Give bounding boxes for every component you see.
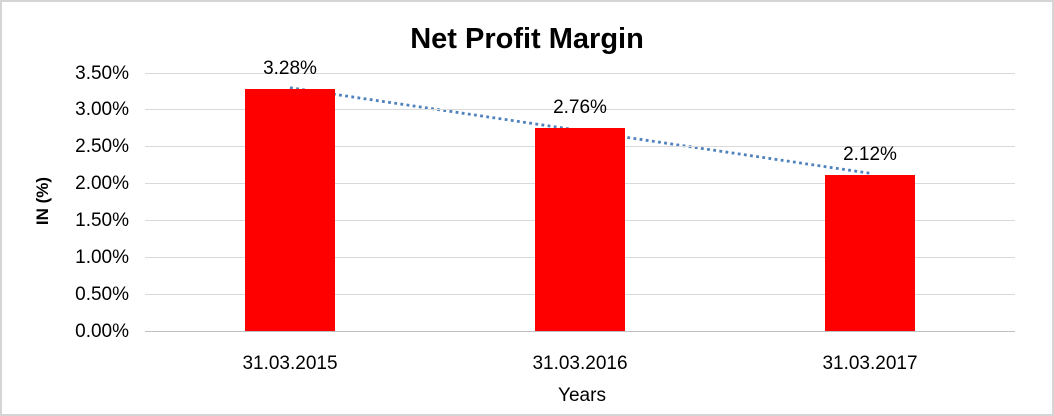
bar [825,174,915,331]
gridline [145,72,1015,74]
gridline [145,109,1015,111]
x-axis-line [145,330,1015,332]
bar [535,127,625,331]
y-tick-label: 0.00% [75,320,129,342]
y-tick-label: 2.00% [75,173,129,195]
bar-data-label: 2.12% [843,143,897,165]
x-axis-title: Years [558,385,606,406]
x-category-label: 31.03.2016 [532,353,628,374]
y-tick-label: 2.50% [75,136,129,158]
chart-title: Net Profit Margin [410,23,644,55]
y-tick-label: 3.50% [75,62,129,84]
y-tick-label: 0.50% [75,283,129,305]
x-category-label: 31.03.2015 [242,353,338,374]
y-tick-label: 3.00% [75,99,129,121]
x-category-label: 31.03.2017 [822,353,918,374]
bar-data-label: 3.28% [263,58,317,80]
y-tick-label: 1.50% [75,209,129,231]
bar-data-label: 2.76% [553,96,607,118]
bar [245,89,335,331]
y-tick-label: 1.00% [75,246,129,268]
